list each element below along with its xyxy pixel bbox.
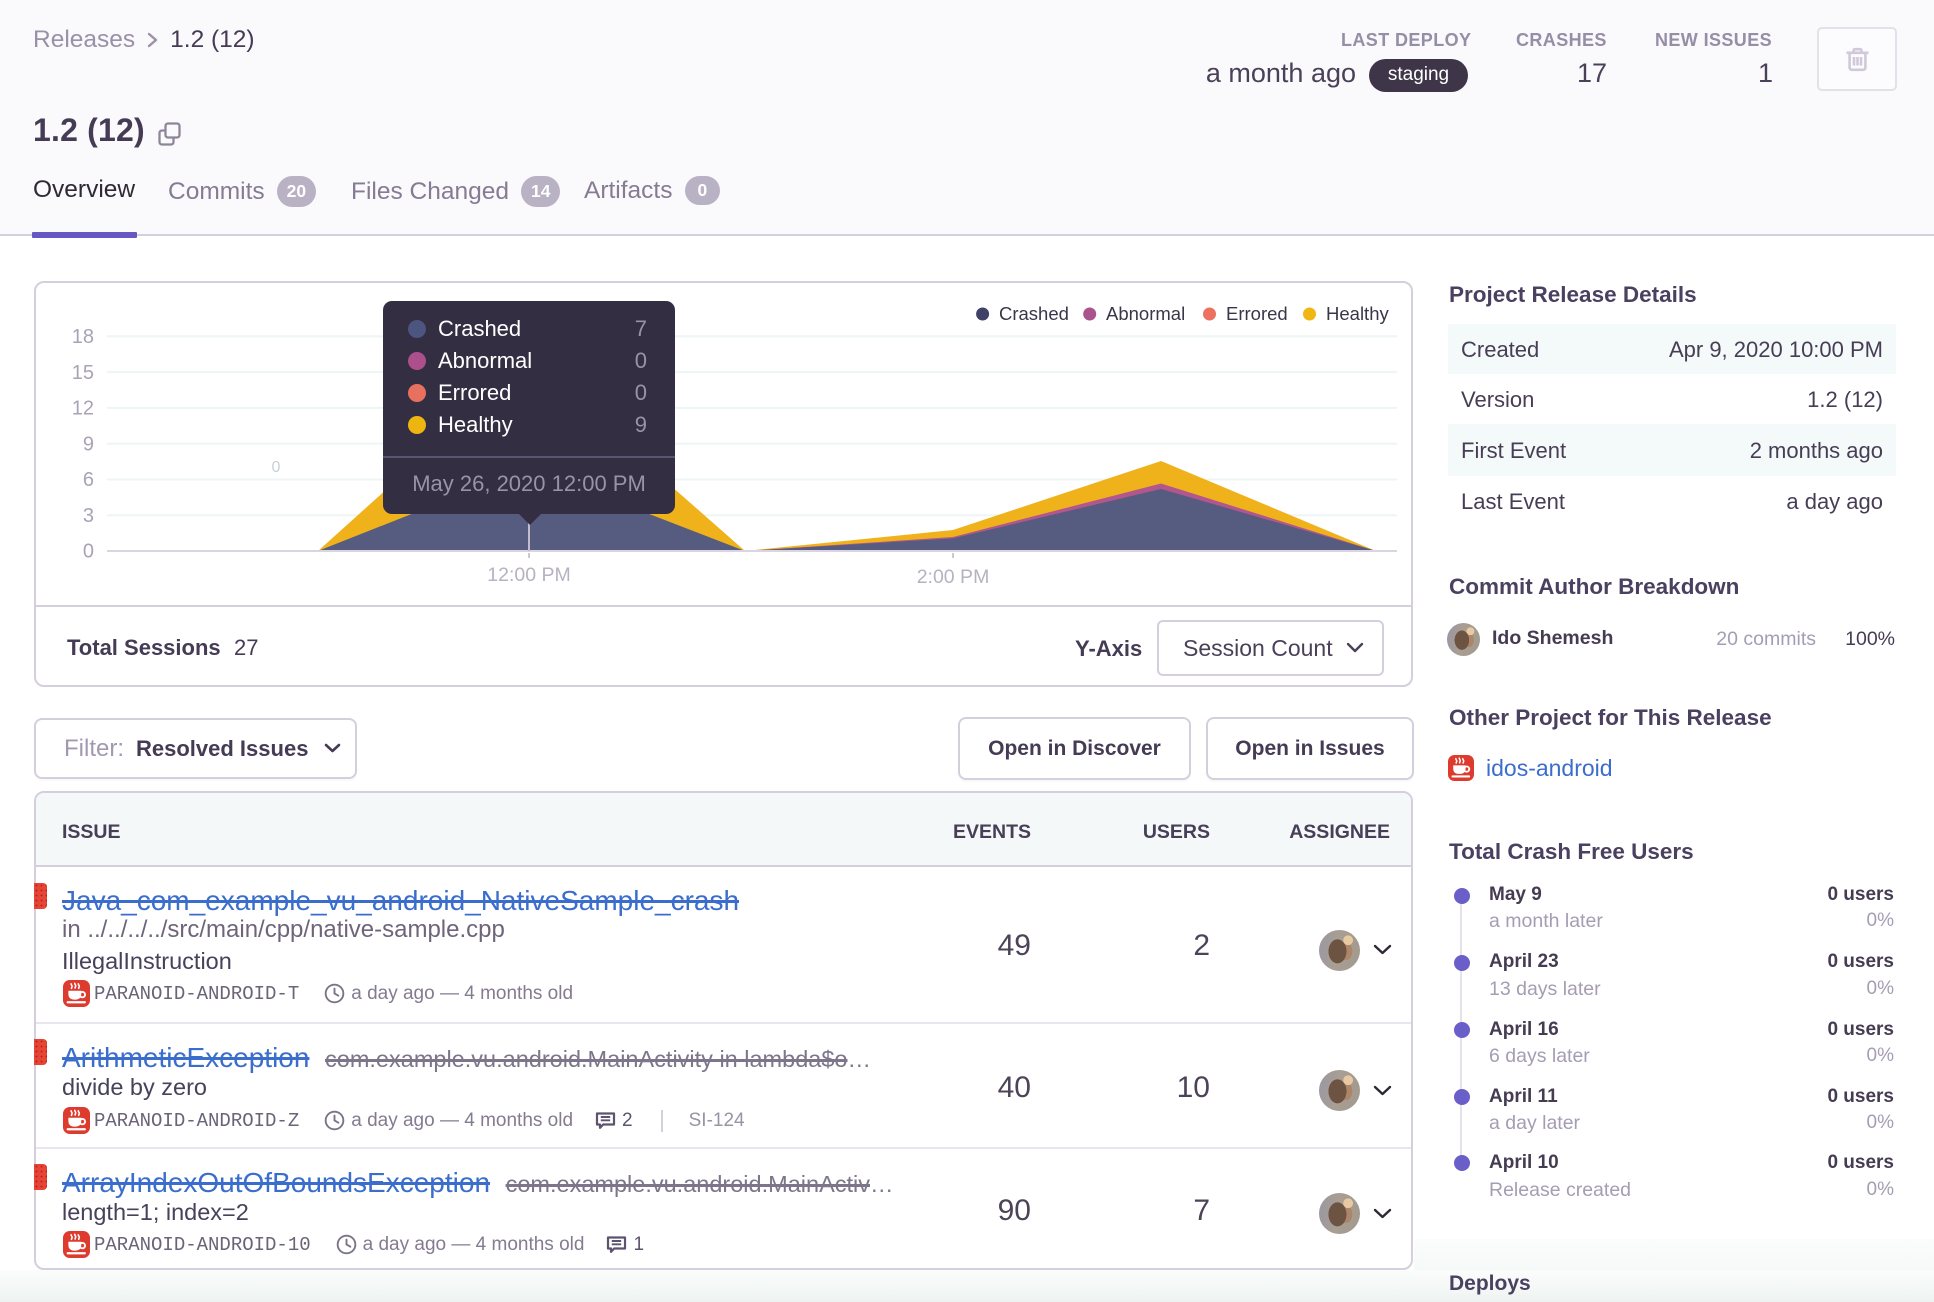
svg-text:Crashed: Crashed [999,303,1069,324]
svg-text:0: 0 [83,541,94,563]
svg-text:2:00 PM: 2:00 PM [917,566,990,588]
svg-text:12: 12 [72,398,94,420]
svg-text:Abnormal: Abnormal [1106,303,1185,324]
svg-text:15: 15 [72,362,94,384]
svg-text:0: 0 [272,459,281,476]
svg-text:6: 6 [83,469,94,491]
svg-text:Errored: Errored [1226,303,1288,324]
svg-text:Healthy: Healthy [1326,303,1389,324]
svg-text:12:00 PM: 12:00 PM [487,564,570,586]
svg-text:9: 9 [83,433,94,455]
svg-text:3: 3 [83,505,94,527]
svg-text:18: 18 [72,326,94,348]
